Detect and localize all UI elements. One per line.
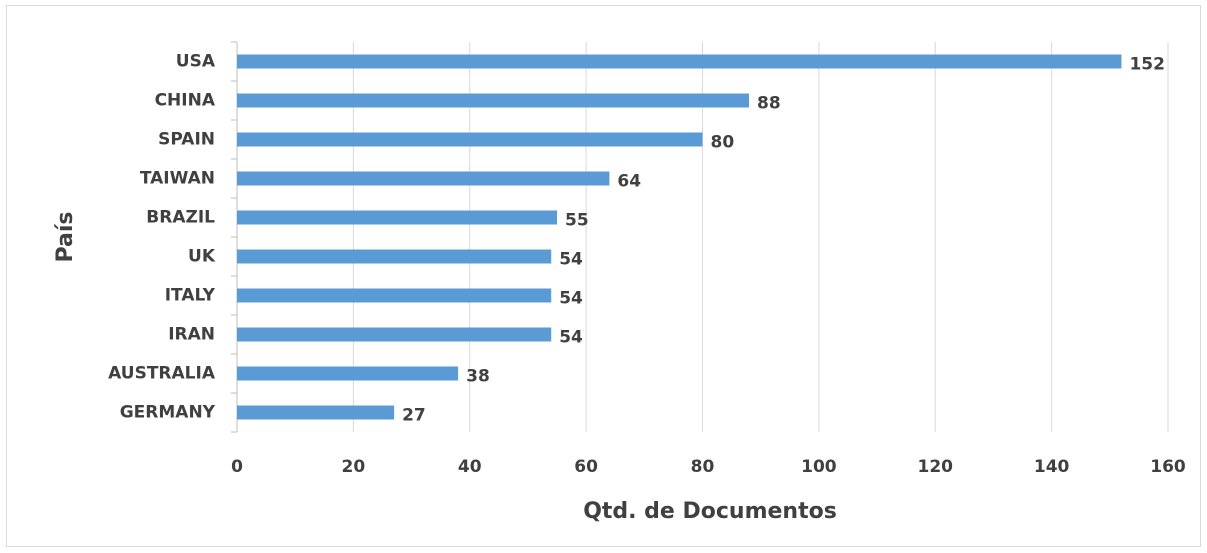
x-tick-label: 20 xyxy=(342,457,366,477)
data-label: 55 xyxy=(565,211,589,231)
x-tick-label: 60 xyxy=(574,457,598,477)
x-axis-title: Qtd. de Documentos xyxy=(583,499,837,524)
data-label: 38 xyxy=(466,367,490,387)
bar xyxy=(237,171,610,186)
y-tick-label: UK xyxy=(188,247,216,267)
data-label: 54 xyxy=(559,289,583,309)
y-tick-label: TAIWAN xyxy=(140,169,215,189)
x-tick-label: 0 xyxy=(231,457,243,477)
bar xyxy=(237,366,459,381)
y-tick-label: IRAN xyxy=(168,325,215,345)
bar xyxy=(237,93,750,108)
chart-border xyxy=(6,5,1201,547)
data-label: 88 xyxy=(757,94,781,114)
bar xyxy=(237,210,558,225)
data-label: 64 xyxy=(617,172,641,192)
y-axis-title: País xyxy=(53,211,78,262)
data-label: 27 xyxy=(402,406,426,426)
y-tick-label: CHINA xyxy=(155,91,216,111)
y-tick-label: ITALY xyxy=(165,286,216,306)
y-tick-label: BRAZIL xyxy=(146,208,215,228)
data-label: 54 xyxy=(559,250,583,270)
bar xyxy=(237,132,703,147)
x-tick-label: 160 xyxy=(1150,457,1186,477)
bar xyxy=(237,288,552,303)
x-tick-label: 100 xyxy=(801,457,837,477)
y-tick-label: USA xyxy=(176,52,216,72)
data-label: 80 xyxy=(711,133,735,153)
bar xyxy=(237,327,552,342)
x-tick-label: 80 xyxy=(691,457,715,477)
bar xyxy=(237,54,1122,69)
data-label: 54 xyxy=(559,328,583,348)
bar xyxy=(237,405,395,420)
y-tick-label: AUSTRALIA xyxy=(108,364,216,384)
x-tick-label: 40 xyxy=(458,457,482,477)
x-tick-label: 140 xyxy=(1034,457,1070,477)
y-tick-label: SPAIN xyxy=(158,130,215,150)
data-label: 152 xyxy=(1129,55,1165,75)
x-tick-label: 120 xyxy=(918,457,954,477)
y-tick-label: GERMANY xyxy=(120,403,216,423)
bar xyxy=(237,249,552,264)
